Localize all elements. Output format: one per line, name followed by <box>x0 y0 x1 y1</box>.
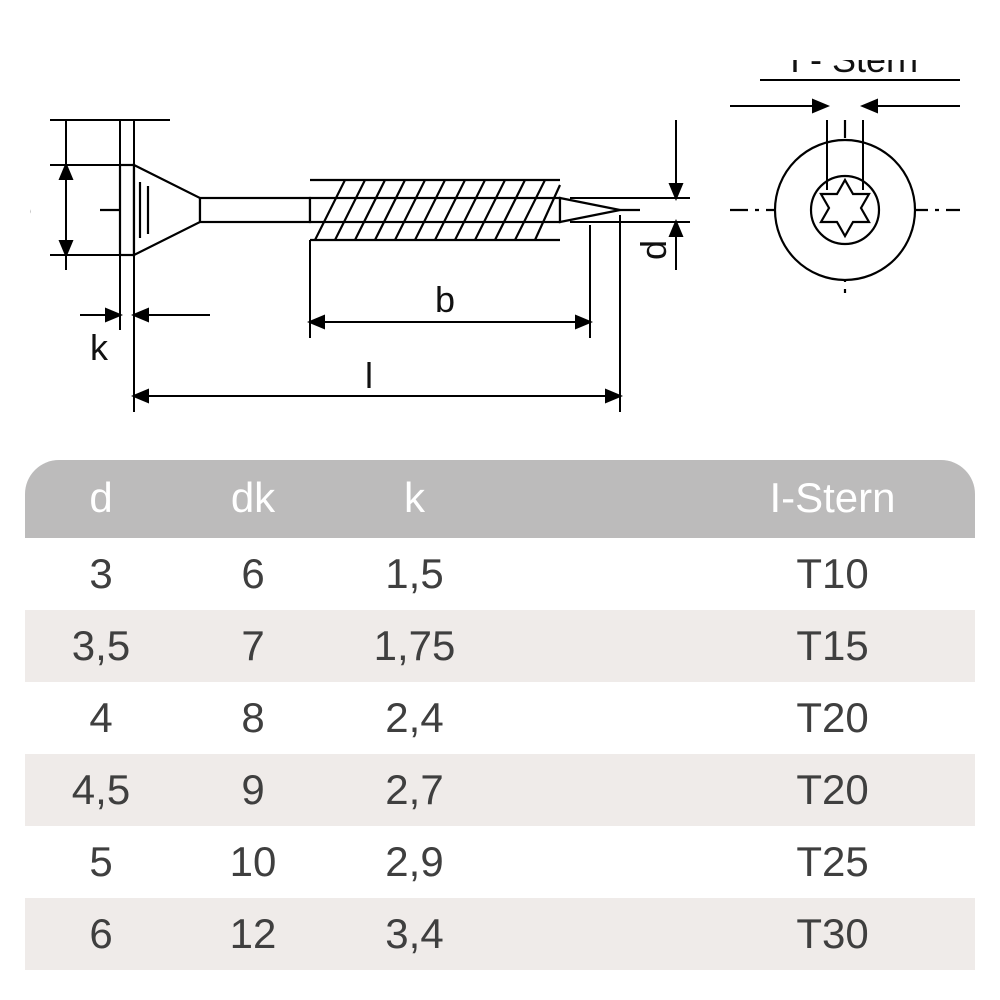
table-row: 4 8 2,4 T20 <box>25 682 975 754</box>
table-header-row: d dk k I-Stern <box>25 460 975 538</box>
col-header-k: k <box>329 460 500 538</box>
cell-gap <box>500 898 690 970</box>
cell-d: 4,5 <box>25 754 177 826</box>
spec-table-container: d dk k I-Stern 3 6 1,5 T10 3,5 7 <box>25 460 975 970</box>
cell-istern: T25 <box>690 826 975 898</box>
dim-label-d: d <box>633 240 674 260</box>
cell-istern: T20 <box>690 754 975 826</box>
cell-d: 4 <box>25 682 177 754</box>
cell-dk: 10 <box>177 826 329 898</box>
table-row: 6 12 3,4 T30 <box>25 898 975 970</box>
cell-gap <box>500 754 690 826</box>
cell-d: 6 <box>25 898 177 970</box>
cell-gap <box>500 826 690 898</box>
dim-label-istern: I - Stern <box>790 60 918 80</box>
dim-label-dk: dk <box>30 181 38 220</box>
cell-istern: T20 <box>690 682 975 754</box>
cell-d: 3,5 <box>25 610 177 682</box>
cell-dk: 7 <box>177 610 329 682</box>
cell-dk: 12 <box>177 898 329 970</box>
table-row: 4,5 9 2,7 T20 <box>25 754 975 826</box>
cell-dk: 8 <box>177 682 329 754</box>
cell-k: 2,9 <box>329 826 500 898</box>
cell-dk: 9 <box>177 754 329 826</box>
dim-label-b: b <box>435 279 455 320</box>
col-header-gap <box>500 460 690 538</box>
cell-dk: 6 <box>177 538 329 610</box>
cell-k: 3,4 <box>329 898 500 970</box>
col-header-dk: dk <box>177 460 329 538</box>
cell-d: 3 <box>25 538 177 610</box>
cell-istern: T30 <box>690 898 975 970</box>
cell-k: 2,7 <box>329 754 500 826</box>
cell-gap <box>500 538 690 610</box>
col-header-d: d <box>25 460 177 538</box>
table-row: 3,5 7 1,75 T15 <box>25 610 975 682</box>
cell-gap <box>500 682 690 754</box>
col-header-istern: I-Stern <box>690 460 975 538</box>
cell-istern: T10 <box>690 538 975 610</box>
spec-table: d dk k I-Stern 3 6 1,5 T10 3,5 7 <box>25 460 975 970</box>
cell-gap <box>500 610 690 682</box>
cell-d: 5 <box>25 826 177 898</box>
cell-k: 2,4 <box>329 682 500 754</box>
cell-k: 1,75 <box>329 610 500 682</box>
dim-label-k: k <box>90 327 109 368</box>
page: dk k b <box>0 0 1000 1000</box>
screw-diagram: dk k b <box>30 60 970 440</box>
cell-k: 1,5 <box>329 538 500 610</box>
dim-label-l: l <box>365 355 373 396</box>
table-row: 5 10 2,9 T25 <box>25 826 975 898</box>
cell-istern: T15 <box>690 610 975 682</box>
table-row: 3 6 1,5 T10 <box>25 538 975 610</box>
